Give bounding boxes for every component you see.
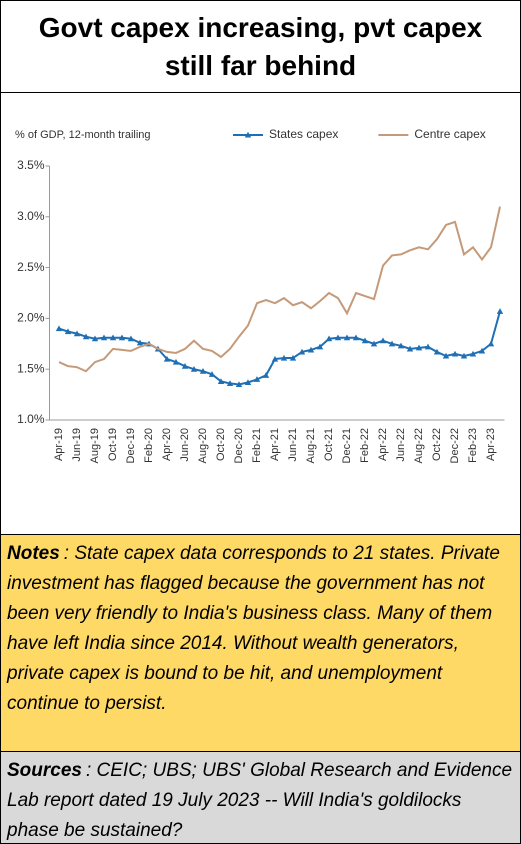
point-marker: [379, 337, 387, 344]
point-marker: [127, 335, 135, 342]
point-marker: [244, 379, 252, 385]
x-tick-label: Apr-21: [269, 428, 281, 461]
point-marker: [226, 380, 234, 386]
y-tick-label: 1.0%: [17, 412, 45, 426]
series-line: [58, 311, 501, 386]
point-marker: [64, 328, 72, 335]
x-tick-label: Dec-19: [125, 428, 137, 463]
x-tick-label: Jun-22: [395, 428, 407, 462]
point-marker: [433, 348, 441, 355]
legend-label: States capex: [269, 127, 338, 141]
x-tick-label: Aug-21: [305, 428, 317, 463]
x-tick-label: Apr-23: [485, 428, 497, 461]
sources-text: : CEIC; UBS; UBS' Global Research and Ev…: [7, 760, 513, 841]
point-marker: [208, 371, 216, 377]
x-tick-label: Aug-20: [197, 428, 209, 463]
point-marker: [289, 354, 297, 361]
point-marker: [55, 325, 63, 332]
point-marker: [91, 335, 99, 342]
point-marker: [388, 340, 396, 347]
title: Govt capex increasing, pvt capex still f…: [1, 1, 520, 93]
point-marker: [181, 362, 189, 369]
point-marker: [235, 381, 243, 387]
point-marker: [469, 350, 477, 357]
point-marker: [334, 334, 342, 341]
x-tick-label: Feb-21: [251, 428, 263, 463]
x-tick-label: Feb-22: [359, 428, 371, 463]
x-tick-label: Dec-21: [341, 428, 353, 463]
point-marker: [100, 334, 108, 341]
point-marker: [280, 354, 288, 361]
notes-text: : State capex data corresponds to 21 sta…: [7, 543, 500, 714]
x-tick-label: Oct-21: [323, 428, 335, 461]
point-marker: [352, 334, 360, 341]
series-line: [58, 206, 501, 373]
point-marker: [325, 335, 333, 342]
point-marker: [136, 339, 144, 346]
notes: Notes: State capex data corresponds to 2…: [1, 534, 520, 751]
x-tick-label: Jun-21: [287, 428, 299, 462]
point-marker: [109, 334, 117, 341]
x-tick-label: Feb-20: [143, 428, 155, 463]
chart: % of GDP, 12-month trailing 1.0% 1.5% 2.0%…: [15, 127, 505, 463]
x-tick-label: Apr-20: [161, 428, 173, 461]
point-marker: [442, 352, 450, 359]
point-marker: [496, 308, 504, 314]
point-marker: [406, 345, 414, 352]
y-tick-label: 2.5%: [17, 260, 45, 274]
point-marker: [451, 350, 459, 357]
point-marker: [172, 358, 180, 365]
y-tick-label: 2.0%: [17, 311, 45, 325]
point-marker: [253, 376, 261, 382]
x-tick-label: Dec-20: [233, 428, 245, 463]
x-tick-label: Jun-19: [71, 428, 83, 462]
x-tick-label: Oct-22: [431, 428, 443, 461]
y-axis-label: % of GDP, 12-month trailing: [15, 129, 151, 141]
point-marker: [478, 347, 486, 354]
x-tick-label: Dec-22: [449, 428, 461, 463]
point-marker: [190, 366, 198, 372]
notes-label: Notes: [7, 543, 60, 564]
point-marker: [424, 343, 432, 350]
y-tick-label: 1.5%: [17, 361, 45, 375]
x-tick-label: Apr-19: [53, 428, 65, 461]
point-marker: [361, 337, 369, 344]
point-marker: [163, 355, 171, 362]
x-tick-label: Feb-23: [467, 428, 479, 463]
point-marker: [262, 372, 270, 378]
point-marker: [316, 343, 324, 350]
point-marker: [397, 342, 405, 349]
x-tick-label: Apr-22: [377, 428, 389, 461]
point-marker: [415, 344, 423, 351]
point-marker: [460, 352, 468, 359]
y-tick-label: 3.0%: [17, 209, 45, 223]
x-tick-label: Jun-20: [179, 428, 191, 462]
sources-label: Sources: [7, 760, 82, 781]
x-tick-label: Oct-20: [215, 428, 227, 461]
point-marker: [217, 378, 225, 384]
y-tick-label: 3.5%: [17, 158, 45, 172]
point-marker: [370, 340, 378, 347]
x-tick-label: Oct-19: [107, 428, 119, 461]
point-marker: [307, 346, 315, 353]
legend-marker: [244, 131, 252, 138]
point-marker: [199, 368, 207, 374]
x-tick-label: Aug-22: [413, 428, 425, 463]
point-marker: [73, 330, 81, 337]
x-tick-label: Aug-19: [89, 428, 101, 463]
point-marker: [271, 355, 279, 362]
legend-label: Centre capex: [414, 127, 485, 141]
point-marker: [118, 334, 126, 341]
point-marker: [487, 340, 495, 347]
point-marker: [82, 333, 90, 340]
sources: Sources: CEIC; UBS; UBS' Global Research…: [1, 751, 520, 843]
point-marker: [298, 348, 306, 355]
point-marker: [343, 334, 351, 341]
